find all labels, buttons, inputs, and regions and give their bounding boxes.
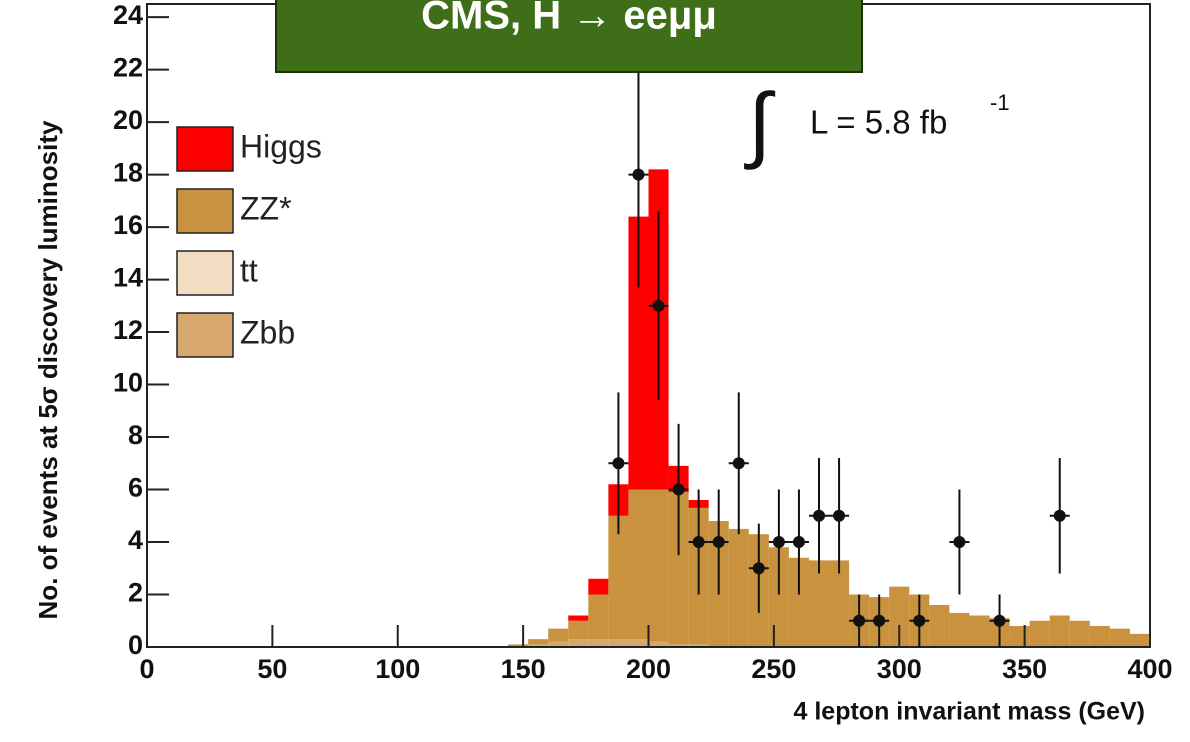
bar-segment (528, 644, 549, 647)
y-tick-label: 10 (113, 368, 143, 398)
integral-sign: ∫ (744, 76, 776, 170)
data-point (612, 457, 625, 470)
x-axis-label: 4 lepton invariant mass (GeV) (794, 698, 1146, 726)
bar-segment (1049, 615, 1070, 647)
bar-segment (508, 644, 529, 647)
data-point (652, 299, 665, 312)
bar-segment (528, 639, 549, 645)
data-point (853, 614, 866, 627)
bar-segment (808, 560, 830, 647)
y-tick-label: 24 (113, 0, 143, 30)
bar-segment (1089, 626, 1110, 647)
data-point (1053, 509, 1066, 522)
legend-label: tt (240, 252, 258, 288)
y-tick-label: 4 (128, 525, 143, 555)
y-tick-label: 2 (128, 578, 143, 608)
bar-segment (588, 594, 609, 640)
bar-segment (829, 560, 850, 647)
bar-segment (668, 492, 689, 645)
legend-swatch (176, 188, 234, 234)
lumi-exponent: -1 (990, 90, 1010, 115)
y-tick-label: 6 (128, 473, 143, 503)
y-tick-label: 8 (128, 420, 143, 450)
bar-segment (1029, 620, 1050, 647)
bar-segment (628, 639, 649, 647)
x-tick-label: 250 (751, 654, 796, 684)
bar-segment (548, 641, 569, 647)
bar-segment (648, 641, 669, 647)
bar-segment (1109, 628, 1130, 647)
bar-segment (889, 586, 910, 647)
bar-segment (608, 639, 629, 647)
legend-label: ZZ* (240, 190, 292, 226)
data-point (712, 536, 725, 549)
bar-segment (628, 489, 649, 640)
x-tick-label: 300 (877, 654, 922, 684)
lumi-label: L = 5.8 fb (810, 104, 947, 141)
data-point (732, 457, 745, 470)
x-tick-label: 100 (375, 654, 420, 684)
bar-segment (768, 547, 789, 647)
data-point (672, 483, 685, 496)
data-point (772, 536, 785, 549)
data-point (953, 536, 966, 549)
bar-segment (648, 489, 669, 642)
bar-segment (929, 605, 950, 647)
bar-segment (949, 612, 970, 647)
bar-segment (969, 615, 990, 647)
legend-swatch (176, 312, 234, 358)
bar-segment (568, 620, 589, 640)
bar-segment (1069, 620, 1090, 647)
data-point (833, 509, 846, 522)
bar-segment (548, 628, 569, 642)
x-tick-label: 150 (501, 654, 546, 684)
x-tick-label: 400 (1127, 654, 1172, 684)
y-tick-label: 12 (113, 315, 143, 345)
bar-segment (728, 528, 749, 647)
y-tick-label: 18 (113, 158, 143, 188)
legend-label: Zbb (240, 314, 295, 350)
data-point (792, 536, 805, 549)
chart-title: CMS, H → eeμμ (421, 0, 717, 38)
bar-segment (788, 557, 809, 647)
y-tick-label: 16 (113, 210, 143, 240)
legend-swatch (176, 250, 234, 296)
legend-swatch (176, 126, 234, 172)
bar-segment (688, 644, 709, 647)
bar-segment (568, 639, 589, 647)
data-point (993, 614, 1006, 627)
x-tick-label: 200 (626, 654, 671, 684)
bar-segment (628, 216, 649, 490)
y-tick-label: 20 (113, 105, 143, 135)
data-point (692, 536, 705, 549)
data-point (813, 509, 826, 522)
x-tick-label: 350 (1002, 654, 1047, 684)
bar-segment (588, 578, 609, 595)
bar-segment (668, 644, 689, 647)
x-tick-label: 50 (257, 654, 287, 684)
y-tick-label: 0 (128, 630, 143, 660)
data-point (752, 562, 765, 575)
bar-segment (608, 515, 629, 640)
bar-segment (568, 615, 589, 621)
y-tick-label: 14 (113, 263, 143, 293)
title-box (275, 0, 863, 73)
data-point (873, 614, 886, 627)
bar-segment (588, 639, 609, 647)
bar-segment (1009, 626, 1030, 647)
x-tick-label: 0 (139, 654, 154, 684)
y-tick-label: 22 (113, 53, 143, 83)
data-point (632, 168, 645, 181)
bar-segment (1129, 633, 1150, 647)
data-point (913, 614, 926, 627)
legend-label: Higgs (240, 128, 322, 164)
y-axis-label: No. of events at 5σ discovery luminosity (33, 120, 63, 619)
